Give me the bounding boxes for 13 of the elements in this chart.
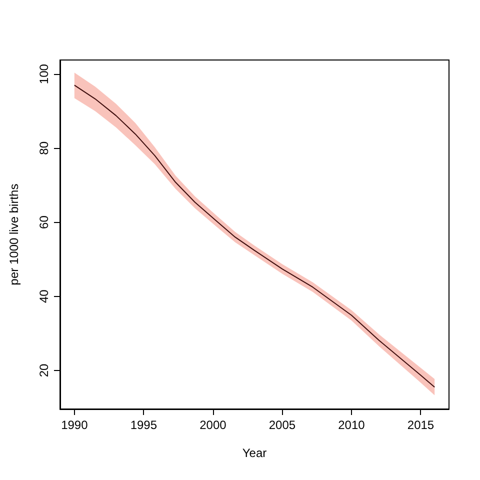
x-tick-label: 2010 [338, 418, 366, 432]
x-tick-label: 1995 [130, 418, 158, 432]
x-tick-label: 2015 [407, 418, 434, 432]
y-tick-label: 80 [37, 141, 51, 155]
x-axis-title: Year [242, 446, 267, 460]
x-tick-label: 2000 [200, 418, 227, 432]
x-tick-label: 2005 [268, 418, 296, 432]
y-tick-label: 60 [37, 215, 51, 229]
y-tick-label: 100 [37, 64, 51, 84]
x-tick-label: 1990 [61, 418, 88, 432]
y-tick-label: 40 [37, 289, 51, 304]
y-axis-title: per 1000 live births [7, 184, 21, 286]
y-tick-label: 20 [37, 363, 51, 378]
